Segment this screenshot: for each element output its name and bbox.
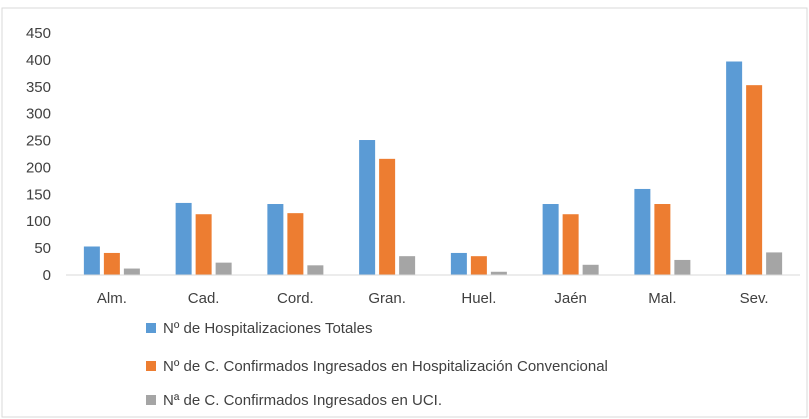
y-tick-label: 450 — [26, 25, 51, 42]
legend-swatch — [146, 323, 156, 333]
bar-1-2 — [175, 202, 192, 275]
x-category-label: Mal. — [648, 290, 676, 307]
bar-2-8 — [746, 85, 763, 275]
bar-2-4 — [379, 158, 396, 275]
legend-swatch — [146, 361, 156, 371]
bar-1-7 — [634, 188, 651, 275]
bar-3-1 — [123, 268, 140, 275]
legend: Nº de Hospitalizaciones Totales Nº de C. … — [146, 320, 608, 409]
bar-2-7 — [654, 204, 671, 275]
bars-group — [83, 61, 783, 275]
y-tick-label: 400 — [26, 52, 51, 69]
bar-1-5 — [450, 252, 467, 275]
legend-swatch — [146, 395, 156, 405]
y-tick-label: 50 — [34, 240, 51, 257]
y-axis: 0 50 100 150 200 250 300 350 400 450 — [26, 25, 51, 284]
legend-label: Nº de Hospitalizaciones Totales — [163, 320, 372, 337]
x-category-label: Cad. — [188, 290, 220, 307]
y-tick-label: 200 — [26, 159, 51, 176]
bar-2-3 — [287, 213, 304, 275]
x-category-label: Jaén — [554, 290, 587, 307]
bar-3-2 — [215, 262, 232, 275]
bar-1-3 — [267, 204, 284, 275]
legend-label: Nº de C. Confirmados Ingresados en Hospi… — [163, 358, 608, 375]
bar-1-1 — [83, 246, 100, 275]
bar-3-3 — [307, 265, 324, 275]
y-tick-label: 350 — [26, 79, 51, 96]
bar-1-8 — [726, 61, 743, 275]
x-category-label: Alm. — [97, 290, 127, 307]
bar-3-8 — [766, 252, 783, 275]
y-tick-label: 0 — [43, 267, 51, 284]
bar-3-6 — [582, 264, 599, 275]
bar-2-6 — [562, 214, 579, 275]
bar-3-5 — [490, 271, 507, 275]
x-category-label: Sev. — [740, 290, 769, 307]
x-category-label: Cord. — [277, 290, 314, 307]
x-axis: Alm. Cad. Cord. Gran. Huel. Jaén Mal. Sev. — [66, 274, 800, 307]
bar-2-2 — [195, 214, 212, 275]
bar-1-4 — [359, 140, 376, 275]
bar-2-1 — [103, 252, 120, 275]
legend-label: Nª de C. Confirmados Ingresados en UCI. — [163, 392, 442, 409]
y-tick-label: 250 — [26, 133, 51, 150]
bar-3-7 — [674, 259, 691, 275]
bar-3-4 — [399, 256, 416, 275]
y-tick-label: 150 — [26, 186, 51, 203]
chart-border — [1, 7, 808, 418]
bar-1-6 — [542, 204, 559, 275]
bar-2-5 — [470, 256, 487, 275]
x-category-label: Huel. — [461, 290, 496, 307]
x-category-label: Gran. — [368, 290, 406, 307]
y-tick-label: 100 — [26, 213, 51, 230]
y-tick-label: 300 — [26, 106, 51, 123]
